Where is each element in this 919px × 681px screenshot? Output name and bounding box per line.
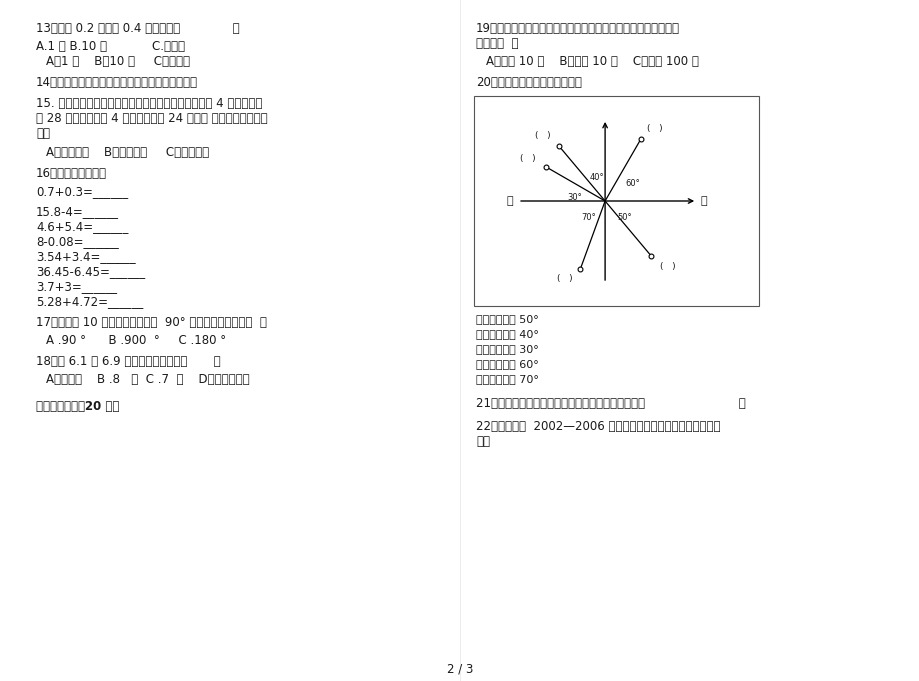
Text: 周家：东偏北 60°: 周家：东偏北 60° [475, 359, 539, 369]
Text: 22．百花小区  2002—2006 年每一百户居民电脑平均拥有量如下: 22．百花小区 2002—2006 年每一百户居民电脑平均拥有量如下 [475, 420, 720, 433]
Text: 个小数（  ）: 个小数（ ） [475, 37, 518, 50]
Text: (   ): ( ) [535, 131, 550, 140]
Text: 19．把一个小数的小数点先向右移动一位，再向左移动两位，这: 19．把一个小数的小数点先向右移动一位，再向左移动两位，这 [475, 22, 679, 35]
Text: (   ): ( ) [647, 124, 663, 133]
Text: 70°: 70° [581, 212, 596, 221]
Text: 0.7+0.3=______: 0.7+0.3=______ [36, 185, 128, 198]
Text: A .90 °      B .900  °     C .180 °: A .90 ° B .900 ° C .180 ° [46, 334, 226, 347]
Text: (   ): ( ) [556, 274, 572, 283]
Text: 15.8-4=______: 15.8-4=______ [36, 205, 119, 218]
Text: 张家：西偏南 70°: 张家：西偏南 70° [475, 374, 539, 384]
Text: 杨家：北偏西 40°: 杨家：北偏西 40° [475, 329, 539, 339]
Text: 三、应用练习（20 分）: 三、应用练习（20 分） [36, 400, 119, 413]
Text: (   ): ( ) [520, 155, 536, 163]
Text: 5.28+4.72=______: 5.28+4.72=______ [36, 295, 143, 308]
Text: A．1 个    B．10 个     C．无数个: A．1 个 B．10 个 C．无数个 [46, 55, 190, 68]
Text: 13．大于 0.2 而小于 0.4 的小数有（              ）: 13．大于 0.2 而小于 0.4 的小数有（ ） [36, 22, 239, 35]
Text: 了 28 个，第二小组 4 人，一共做了 24 个，（ ）小组的成绩好一: 了 28 个，第二小组 4 人，一共做了 24 个，（ ）小组的成绩好一 [36, 112, 267, 125]
Text: 图。: 图。 [475, 435, 490, 448]
Text: 王家：东偏南 50°: 王家：东偏南 50° [475, 314, 539, 324]
Text: 赵家：西偏北 30°: 赵家：西偏北 30° [475, 344, 539, 354]
Text: 3.7+3=______: 3.7+3=______ [36, 280, 117, 293]
Text: 15. 两个小组比赛做仰卧起坐，成绩如下：第一小组有 4 人，一共做: 15. 两个小组比赛做仰卧起坐，成绩如下：第一小组有 4 人，一共做 [36, 97, 262, 110]
Text: 17．用放大 10 倍的放大镜看一个  90° 的角，看到的角是（  ）: 17．用放大 10 倍的放大镜看一个 90° 的角，看到的角是（ ） [36, 316, 267, 329]
Text: 东: 东 [699, 196, 706, 206]
Text: A．无数个    B .8   个  C .7  个    D．没有办法数: A．无数个 B .8 个 C .7 个 D．没有办法数 [46, 373, 249, 386]
Text: 60°: 60° [625, 178, 640, 187]
Text: 36.45-6.45=______: 36.45-6.45=______ [36, 265, 145, 278]
Text: 4.6+5.4=______: 4.6+5.4=______ [36, 220, 129, 233]
Text: A．第一小组    B．第二小组     C．无法比较: A．第一小组 B．第二小组 C．无法比较 [46, 146, 209, 159]
Text: 西: 西 [506, 196, 513, 206]
Bar [473, 96, 758, 306]
Text: 40°: 40° [589, 172, 604, 182]
Text: 些。: 些。 [36, 127, 50, 140]
Text: 30°: 30° [567, 193, 582, 202]
Text: 20．在括号里写出各家的名字。: 20．在括号里写出各家的名字。 [475, 76, 581, 89]
Text: 50°: 50° [618, 212, 631, 221]
Text: 16．直接写出得数。: 16．直接写出得数。 [36, 167, 107, 180]
Text: 2 / 3: 2 / 3 [447, 662, 472, 675]
Text: 14．两个相同的三角形可以拼成一个平行四边形。: 14．两个相同的三角形可以拼成一个平行四边形。 [36, 76, 198, 89]
Text: A.1 个 B.10 个            C.无数个: A.1 个 B.10 个 C.无数个 [36, 40, 185, 53]
Text: (   ): ( ) [659, 262, 675, 270]
Text: 3.54+3.4=______: 3.54+3.4=______ [36, 250, 135, 263]
Text: 8-0.08=______: 8-0.08=______ [36, 235, 119, 248]
Text: 18．在 6.1 和 6.9 之间的一位小数有（       ）: 18．在 6.1 和 6.9 之间的一位小数有（ ） [36, 355, 221, 368]
Text: A．扩大 10 倍    B．缩小 10 倍    C．缩小 100 倍: A．扩大 10 倍 B．缩小 10 倍 C．缩小 100 倍 [485, 55, 698, 68]
Text: 21．三角形的任意一条边一定小于其他两边的和。（                         ）: 21．三角形的任意一条边一定小于其他两边的和。（ ） [475, 397, 745, 410]
